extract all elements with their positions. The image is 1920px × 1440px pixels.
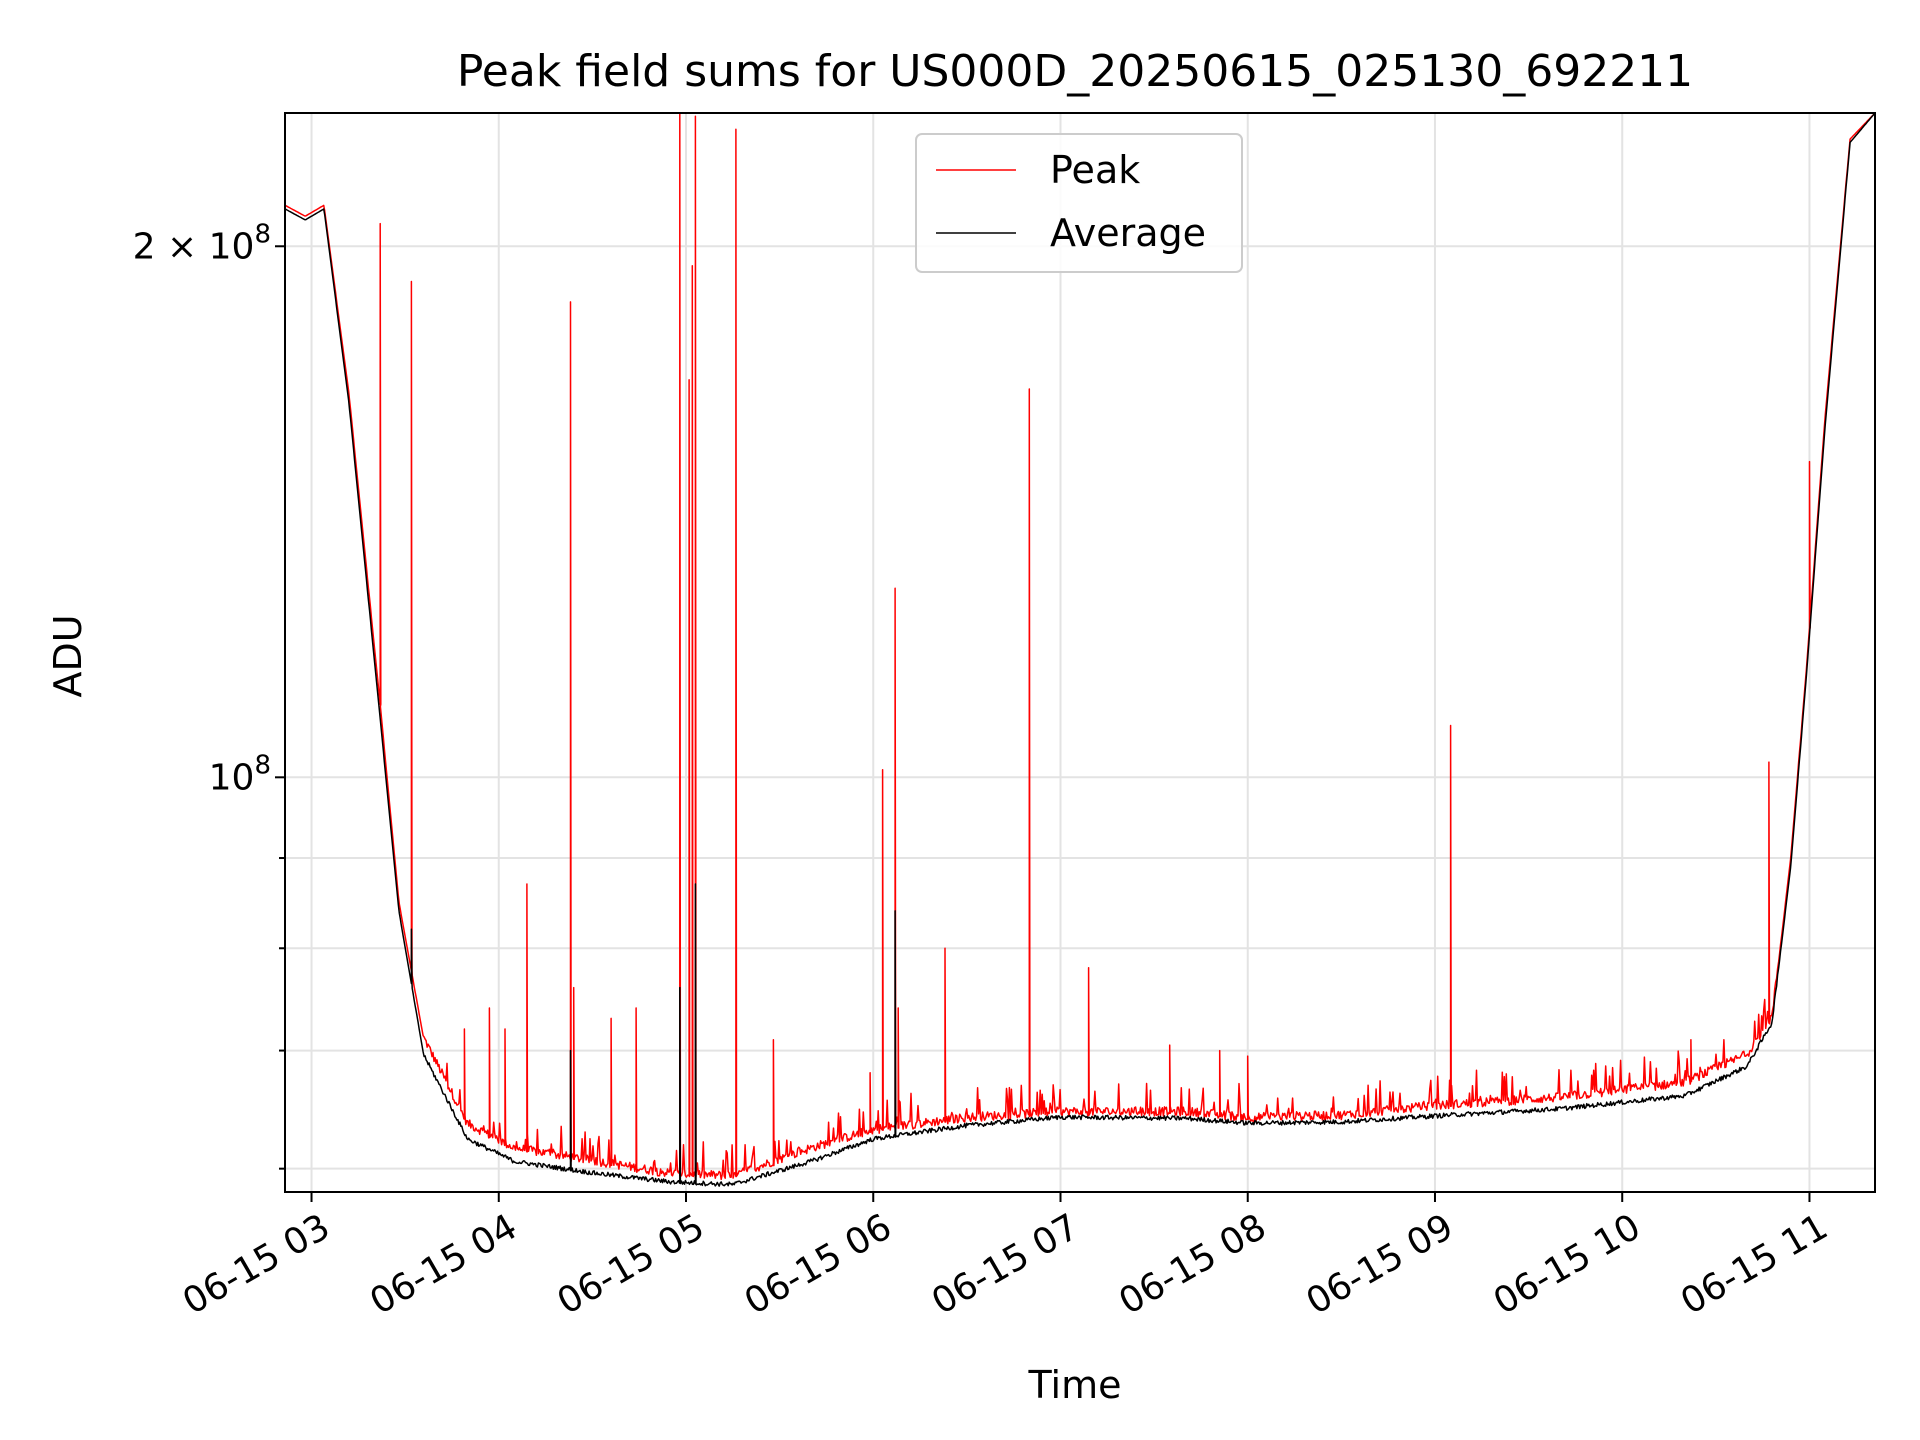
series-peak-line bbox=[285, 113, 1875, 1181]
y-axis: 2 × 108 108 bbox=[133, 219, 285, 1170]
y-tick-label: 108 bbox=[209, 750, 271, 798]
y-tick-label: 2 × 108 bbox=[133, 219, 271, 267]
legend-label-average: Average bbox=[1050, 211, 1206, 255]
chart-title: Peak field sums for US000D_20250615_0251… bbox=[457, 46, 1693, 97]
legend-label-peak: Peak bbox=[1050, 148, 1140, 192]
x-axis-label: Time bbox=[1028, 1363, 1122, 1407]
plot-lines bbox=[285, 113, 1875, 1187]
legend: Peak Average bbox=[915, 133, 1243, 273]
axes-frame bbox=[284, 112, 1876, 1193]
legend-box bbox=[915, 133, 1243, 273]
y-axis-label: ADU bbox=[46, 614, 90, 697]
series-average-line bbox=[285, 113, 1875, 1187]
